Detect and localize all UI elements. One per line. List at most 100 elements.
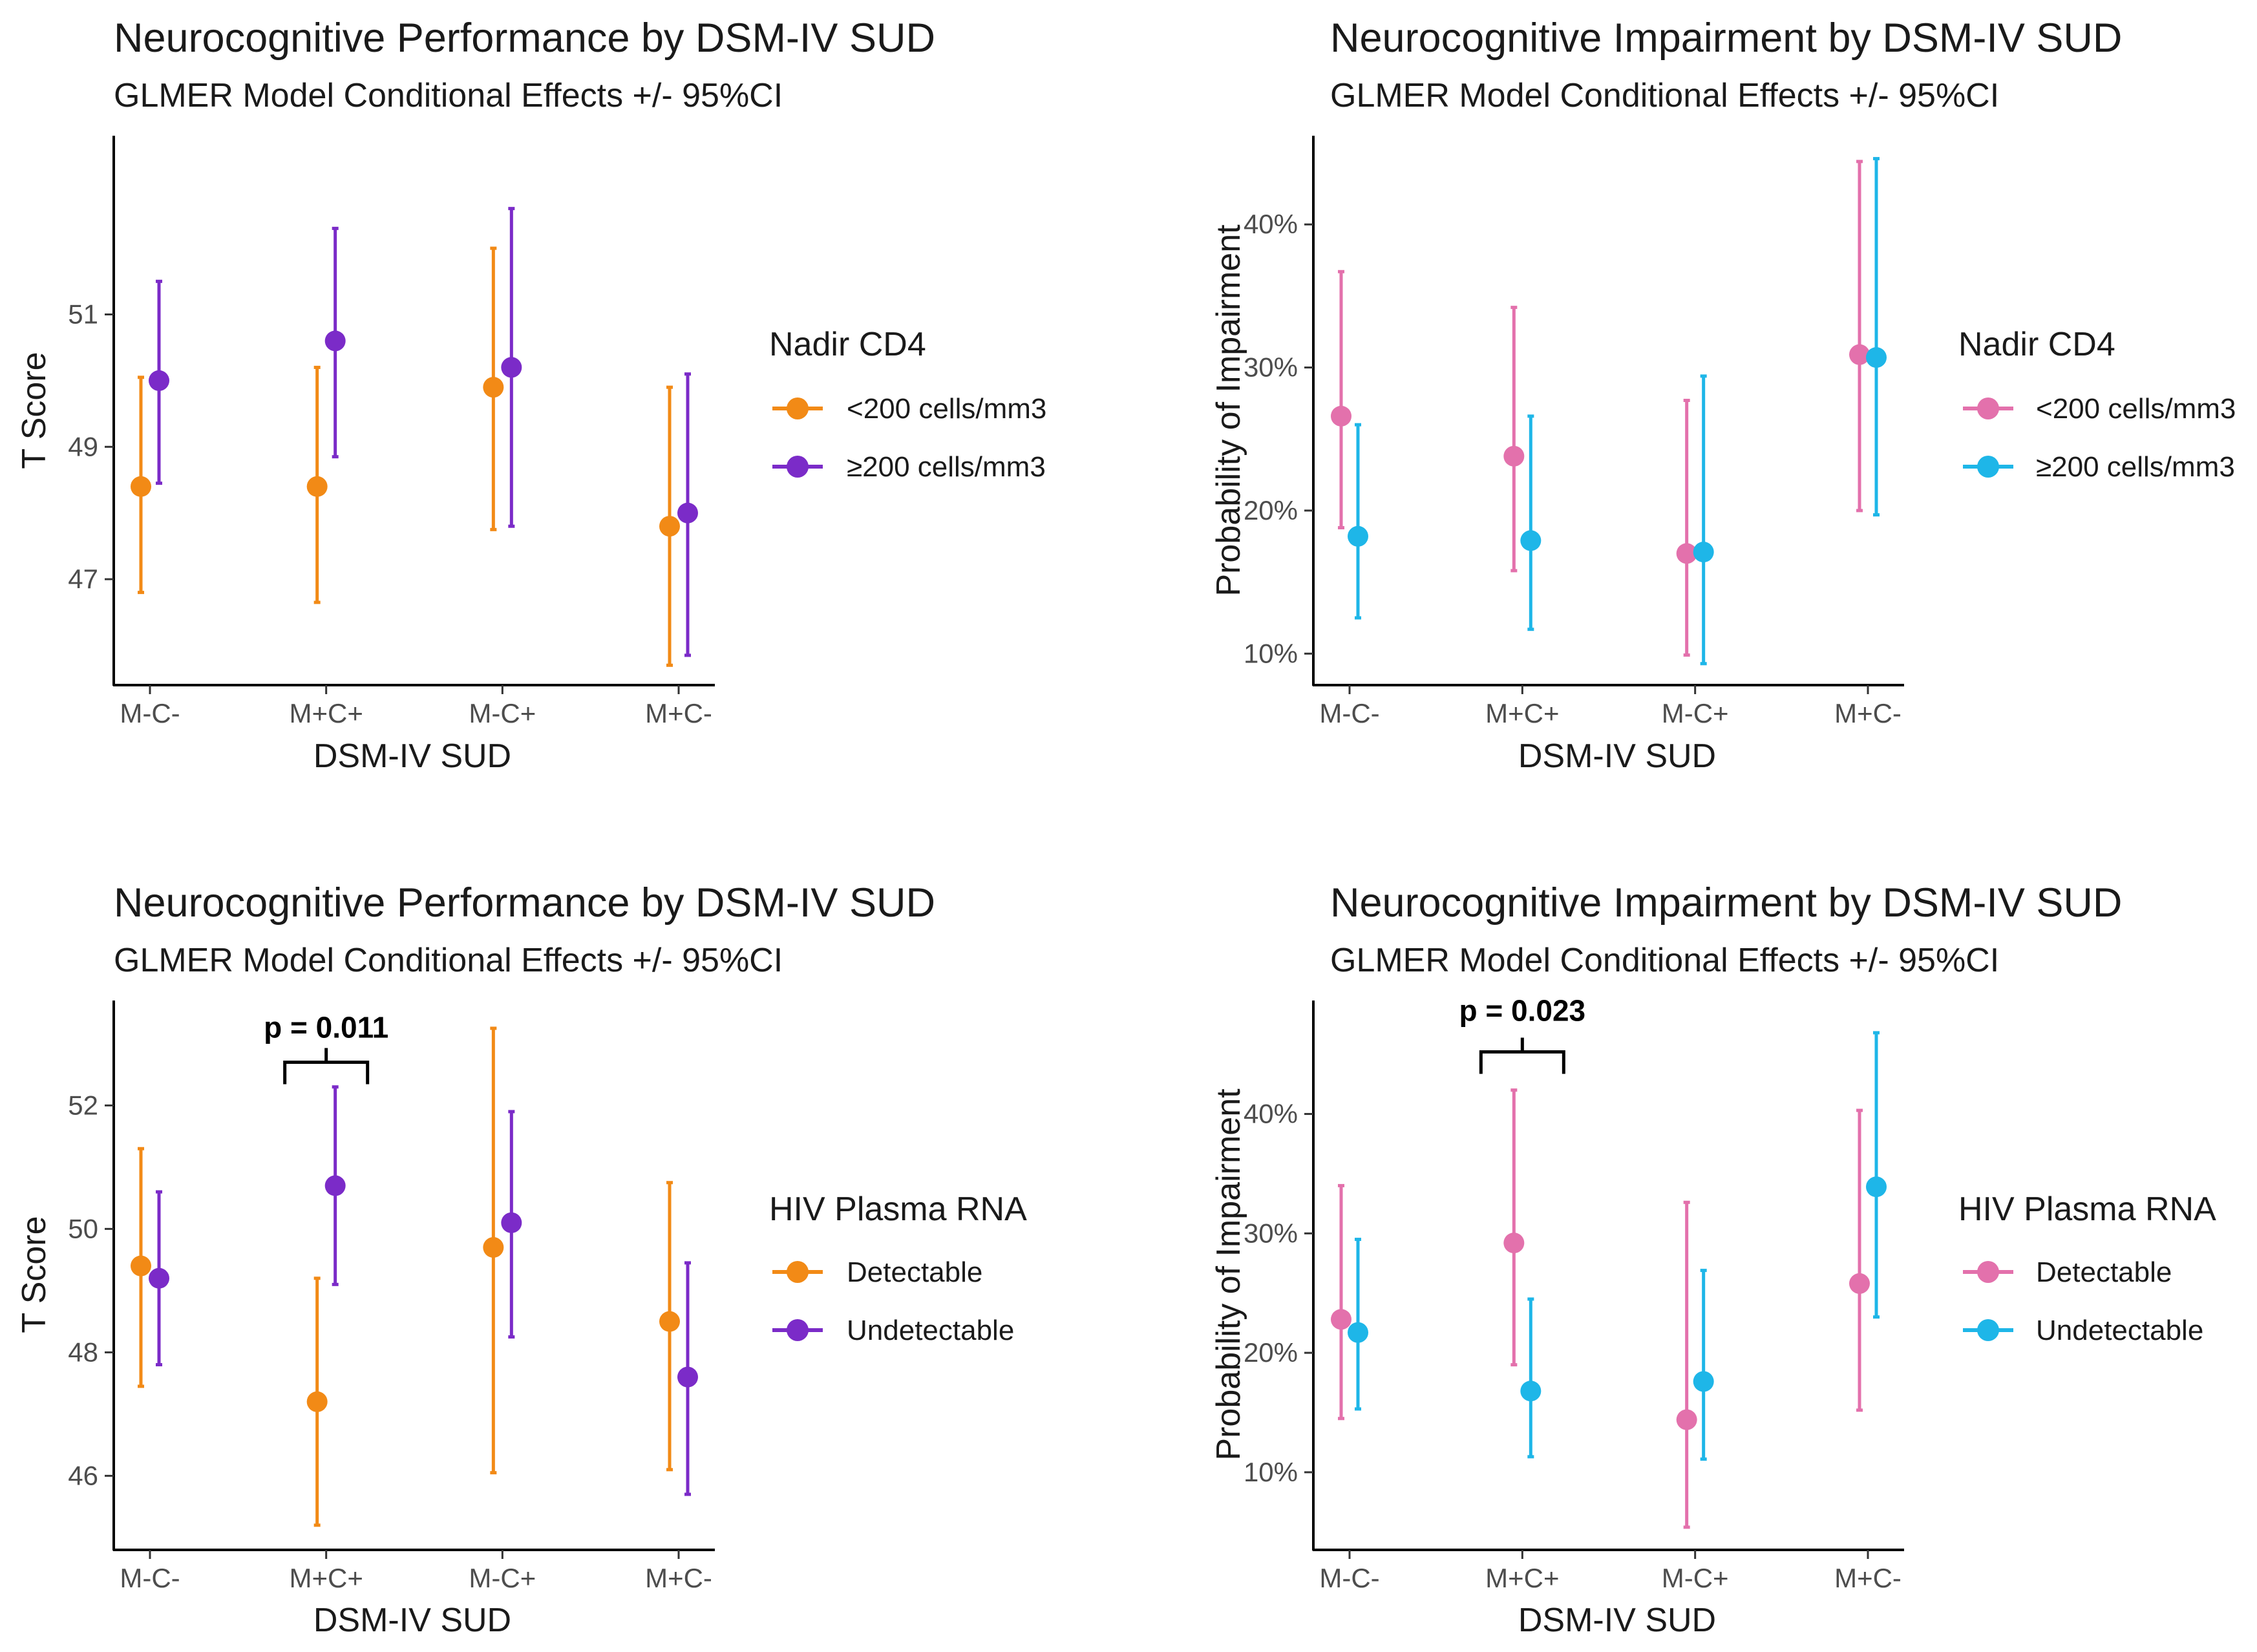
data-point [1331,405,1351,427]
x-axis-label: DSM-IV SUD [313,737,511,775]
data-point [1520,530,1542,551]
data-point [149,1267,169,1289]
y-tick-label: 40% [1244,209,1298,239]
y-axis-label: T Score [16,352,53,469]
legend-key-dot-lt200 [1977,397,1999,419]
data-point [1849,344,1870,365]
data-point [1693,1371,1714,1392]
legend-key-dot-detectable [787,1261,809,1283]
panel-performance-nadir-cd4: Neurocognitive Performance by DSM-IV SUD… [16,16,1046,775]
y-tick-label: 10% [1244,1457,1298,1487]
legend-key-dot-undetectable [1977,1319,1999,1341]
data-point [149,370,169,391]
y-tick-label: 49 [68,431,98,461]
x-tick-label: M-C+ [1662,698,1729,728]
significance-bracket [283,1048,370,1085]
y-tick-label: 50 [68,1213,98,1244]
chart-subtitle: GLMER Model Conditional Effects +/- 95%C… [1330,942,1999,979]
panel-impairment-nadir-cd4: Neurocognitive Impairment by DSM-IV SUD … [1210,16,2236,775]
x-tick-label: M+C- [1834,1563,1902,1593]
data-point [1503,445,1525,467]
legend-title: HIV Plasma RNA [1958,1191,2216,1228]
chart-subtitle: GLMER Model Conditional Effects +/- 95%C… [114,77,783,114]
x-tick-label: M+C- [645,698,712,728]
data-point [306,476,328,497]
y-tick-label: 52 [68,1090,98,1120]
x-axis-label: DSM-IV SUD [1518,1602,1716,1639]
y-tick-label: 30% [1244,1218,1298,1248]
data-point [324,330,346,352]
data-point [677,502,698,524]
y-axis-label: Probability of Impairment [1210,224,1247,597]
y-tick-label: 48 [68,1337,98,1367]
x-tick-label: M+C+ [1485,698,1559,728]
y-tick-label: 20% [1244,495,1298,525]
legend-key-dot-ge200 [1977,456,1999,478]
legend-label-undetectable: Undetectable [847,1315,1014,1346]
data-point [1676,543,1697,564]
x-tick-label: M+C+ [289,1563,363,1593]
data-point [131,1255,151,1276]
chart-subtitle: GLMER Model Conditional Effects +/- 95%C… [1330,77,1999,114]
data-point [677,1366,698,1388]
y-tick-label: 51 [68,299,98,330]
data-point [659,516,680,537]
y-tick-label: 46 [68,1460,98,1490]
legend-key-dot-undetectable [787,1319,809,1341]
legend-key-dot-lt200 [787,397,809,419]
p-value-label: p = 0.011 [264,1010,388,1044]
legend-label-detectable: Detectable [2036,1256,2172,1288]
legend-label-ge200: ≥200 cells/mm3 [847,451,1046,483]
legend-label-detectable: Detectable [847,1256,982,1288]
x-tick-label: M+C+ [289,698,363,728]
data-point [1348,1322,1368,1343]
y-axis-label: T Score [16,1216,53,1333]
legend-title: Nadir CD4 [769,326,926,363]
x-tick-label: M-C- [1319,698,1379,728]
y-tick-label: 47 [68,564,98,594]
x-tick-label: M-C- [120,1563,180,1593]
legend-label-lt200: <200 cells/mm3 [847,393,1046,425]
data-point [324,1175,346,1196]
data-point [483,377,504,398]
chart-title: Neurocognitive Performance by DSM-IV SUD [114,16,935,61]
x-tick-label: M-C- [120,698,180,728]
legend-key-dot-detectable [1977,1261,1999,1283]
data-point [1503,1233,1525,1254]
chart-subtitle: GLMER Model Conditional Effects +/- 95%C… [114,942,783,979]
data-point [1693,542,1714,563]
significance-bracket [1479,1037,1565,1074]
x-tick-label: M+C- [645,1563,712,1593]
x-tick-label: M-C+ [1662,1563,1729,1593]
panel-performance-hiv-rna: Neurocognitive Performance by DSM-IV SUD… [16,880,1027,1639]
x-tick-label: M+C+ [1485,1563,1559,1593]
y-tick-label: 10% [1244,638,1298,668]
data-point [306,1391,328,1412]
y-axis-label: Probability of Impairment [1210,1088,1247,1461]
data-point [1331,1309,1351,1330]
x-tick-label: M+C- [1834,698,1902,728]
legend-title: Nadir CD4 [1958,326,2115,363]
panel-impairment-hiv-rna: Neurocognitive Impairment by DSM-IV SUD … [1210,880,2216,1639]
p-value-label: p = 0.023 [1459,993,1586,1027]
chart-title: Neurocognitive Impairment by DSM-IV SUD [1330,880,2122,926]
legend-label-undetectable: Undetectable [2036,1315,2203,1346]
chart-title: Neurocognitive Performance by DSM-IV SUD [114,880,935,926]
data-point [1866,347,1887,368]
x-tick-label: M-C+ [469,1563,536,1593]
data-point [1348,525,1368,547]
data-point [1866,1176,1887,1198]
data-point [501,357,522,378]
data-point [1676,1409,1697,1430]
legend-label-lt200: <200 cells/mm3 [2036,393,2236,425]
data-point [483,1237,504,1258]
data-point [1520,1381,1542,1402]
legend-key-dot-ge200 [787,456,809,478]
data-point [1849,1273,1870,1294]
chart-title: Neurocognitive Impairment by DSM-IV SUD [1330,16,2122,61]
y-tick-label: 30% [1244,352,1298,383]
legend-label-ge200: ≥200 cells/mm3 [2036,451,2235,483]
y-tick-label: 40% [1244,1099,1298,1129]
data-point [501,1212,522,1233]
